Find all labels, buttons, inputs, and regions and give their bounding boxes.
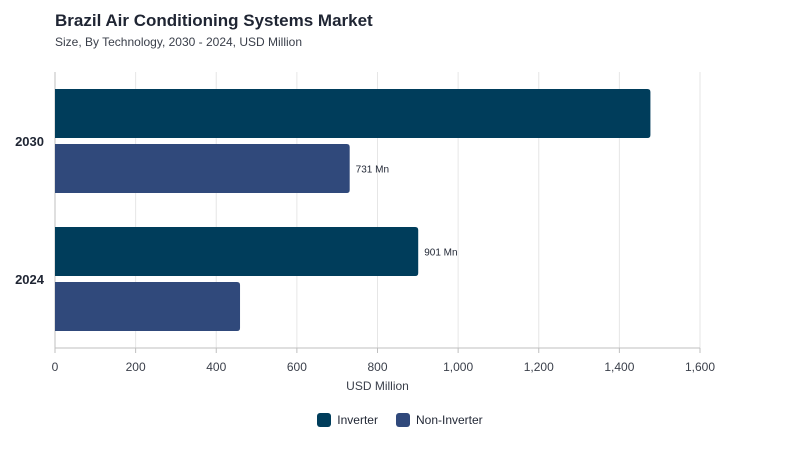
legend-label-inverter: Inverter — [337, 413, 378, 427]
labels: 0 200 400 600 800 1,000 1,200 1,400 1,600 USD Mil… — [15, 134, 715, 393]
x-axis-title: USD Million — [346, 379, 409, 393]
legend: Inverter Non-Inverter — [0, 413, 800, 427]
x-tick-label: 400 — [206, 360, 226, 374]
legend-swatch-non-inverter — [395, 413, 410, 427]
legend-label-non-inverter: Non-Inverter — [415, 413, 483, 427]
chart-subtitle: Size, By Technology, 2030 - 2024, USD Mi… — [55, 35, 303, 49]
bar-non-inverter-2024 — [55, 282, 241, 331]
legend-item-inverter[interactable]: Inverter — [317, 413, 378, 427]
bar-inverter-2030 — [55, 89, 651, 138]
y-category-label: 2030 — [15, 134, 44, 149]
legend-item-non-inverter[interactable]: Non-Inverter — [395, 413, 483, 427]
x-tick-label: 1,400 — [604, 360, 634, 374]
data-label: 901 Mn — [424, 248, 457, 259]
bar-inverter-2024 — [55, 227, 419, 276]
x-tick-label: 1,200 — [524, 360, 554, 374]
x-tick-label: 200 — [126, 360, 146, 374]
x-tick-label: 1,600 — [685, 360, 715, 374]
bars — [55, 89, 651, 331]
x-tick-label: 1,000 — [443, 360, 473, 374]
data-label: 731 Mn — [356, 165, 389, 176]
x-tick-label: 0 — [52, 360, 59, 374]
legend-swatch-inverter — [317, 413, 332, 427]
chart-title: Brazil Air Conditioning Systems Market — [55, 11, 373, 30]
bar-non-inverter-2030 — [55, 144, 350, 193]
y-category-label: 2024 — [15, 272, 45, 287]
chart-plot: 0 200 400 600 800 1,000 1,200 1,400 1,600 USD Mil… — [15, 72, 715, 393]
x-tick-label: 600 — [287, 360, 307, 374]
x-tick-label: 800 — [367, 360, 387, 374]
